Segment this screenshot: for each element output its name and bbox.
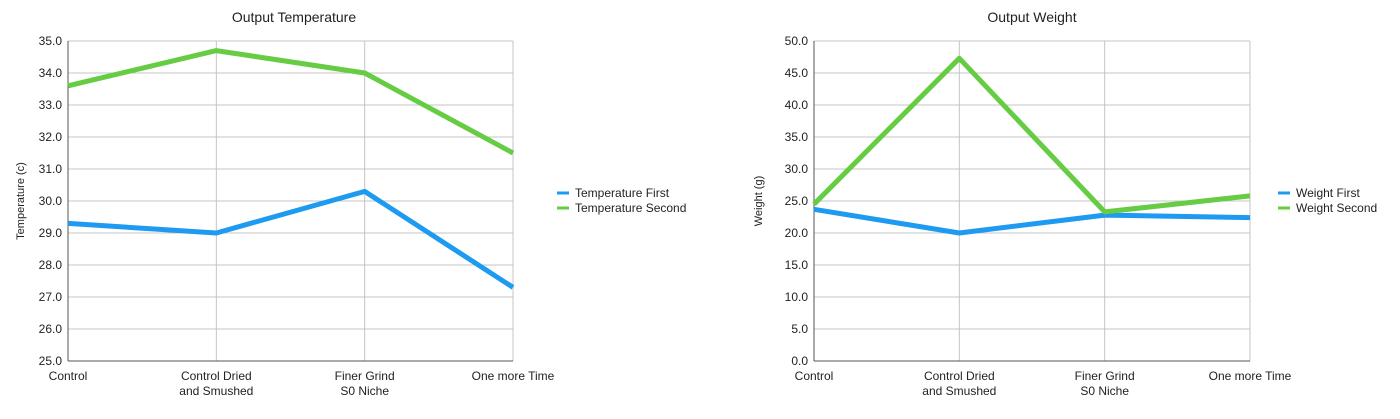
chart2-y-tick-label: 45.0 — [785, 66, 809, 80]
chart2-y-tick-label: 30.0 — [785, 162, 809, 176]
chart1-y-tick-label: 26.0 — [39, 322, 63, 336]
chart1-x-tick-label: One more Time — [472, 369, 555, 383]
chart2-x-tick-label: and Smushed — [922, 384, 996, 398]
chart2-series-2-line — [812, 55, 1251, 215]
chart2-y-tick-label: 15.0 — [785, 258, 809, 272]
chart1-title: Output Temperature — [232, 9, 356, 25]
chart1-series-1-line — [67, 188, 515, 290]
chart2-legend-label-2: Weight Second — [1296, 201, 1377, 215]
chart2-y-tick-label: 5.0 — [791, 322, 808, 336]
chart2-y-axis-label: Weight (g) — [753, 176, 765, 227]
chart1-y-tick-label: 28.0 — [39, 258, 63, 272]
chart2-series-1-line — [813, 206, 1251, 236]
chart2-x-tick-label: One more Time — [1209, 369, 1292, 383]
chart1-y-tick-label: 34.0 — [39, 66, 63, 80]
chart2-y-tick-label: 25.0 — [785, 194, 809, 208]
chart2-y-tick-label: 10.0 — [785, 290, 809, 304]
chart1-y-tick-label: 30.0 — [39, 194, 63, 208]
chart1-x-tick-label: Control — [49, 369, 88, 383]
chart1-y-tick-label: 35.0 — [39, 34, 63, 48]
chart2-title: Output Weight — [987, 9, 1076, 25]
chart1-series-2-line — [67, 48, 515, 156]
chart2-x-tick-label: Finer Grind — [1075, 369, 1135, 383]
chart2-y-tick-label: 20.0 — [785, 226, 809, 240]
chart1-y-tick-label: 31.0 — [39, 162, 63, 176]
chart1-x-tick-label: S0 Niche — [340, 384, 389, 398]
chart1-y-tick-label: 25.0 — [39, 354, 63, 368]
chart2-y-tick-label: 35.0 — [785, 130, 809, 144]
chart2-x-tick-label: Control Dried — [924, 369, 995, 383]
chart1-y-tick-label: 32.0 — [39, 130, 63, 144]
chart1-x-tick-label: Control Dried — [181, 369, 252, 383]
chart2-y-tick-label: 0.0 — [791, 354, 808, 368]
chart1-legend-label-1: Temperature First — [575, 186, 670, 200]
chart1-x-tick-label: and Smushed — [179, 384, 253, 398]
chart1-y-tick-label: 27.0 — [39, 290, 63, 304]
chart1-legend-label-2: Temperature Second — [575, 201, 686, 215]
chart1-y-tick-label: 33.0 — [39, 98, 63, 112]
chart2-x-tick-label: Control — [795, 369, 834, 383]
chart1-x-tick-label: Finer Grind — [335, 369, 395, 383]
chart2-legend-label-1: Weight First — [1296, 186, 1360, 200]
chart2-y-tick-label: 50.0 — [785, 34, 809, 48]
chart2-x-tick-label: S0 Niche — [1080, 384, 1129, 398]
chart1-y-tick-label: 29.0 — [39, 226, 63, 240]
chart1-y-axis-label: Temperature (c) — [15, 162, 27, 240]
chart2-y-tick-label: 40.0 — [785, 98, 809, 112]
